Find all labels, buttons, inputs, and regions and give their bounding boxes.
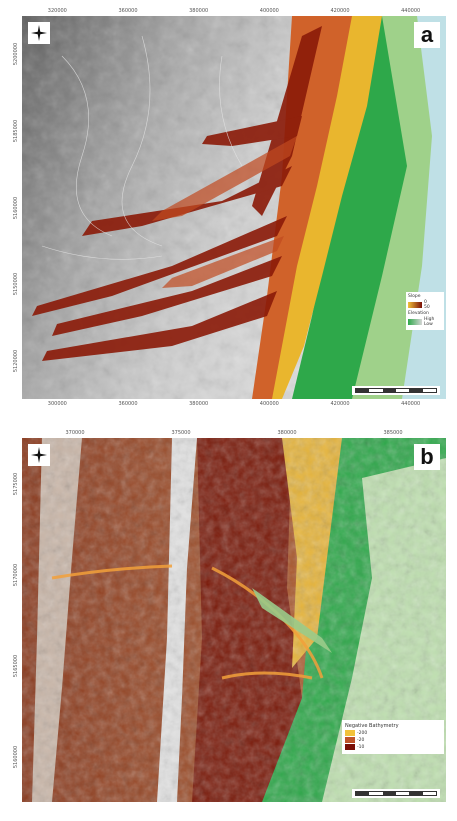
relief-map-a [22, 16, 446, 399]
legend-b-title: Negative Bathymetry [345, 723, 399, 729]
tick-label-bottom: 400000 [259, 401, 279, 407]
map-panel-b: b Negative Bathymetry -200 -20 -10 37000… [13, 430, 446, 802]
legend-b-swatch [345, 737, 355, 743]
tick-label-left: 5200000 [13, 43, 19, 66]
tick-label-bottom: 380000 [189, 401, 209, 407]
legend-b-item: -10 [357, 744, 365, 750]
legend-a-item: High [424, 317, 435, 322]
legend-a-swatch-elev [408, 319, 422, 325]
tick-label-left: 5150000 [13, 272, 19, 296]
tick-label-top: 380000 [189, 8, 209, 14]
legend-a-section-title: Slope [408, 294, 421, 299]
tick-label-bottom: 420000 [330, 401, 350, 407]
tick-label-left: 5170000 [13, 563, 19, 586]
tick-label-left: 5160000 [13, 745, 19, 768]
tick-label-top: 400000 [259, 8, 279, 14]
tick-label-top: 370000 [65, 430, 85, 436]
north-arrow-icon [28, 444, 50, 466]
tick-label-top: 320000 [47, 8, 67, 14]
tick-label-left: 5185000 [13, 119, 19, 143]
legend-a-swatch-slope [408, 302, 422, 308]
legend-b-swatch [345, 730, 355, 736]
legend-a-section-title: Elevation [408, 311, 429, 316]
tick-label-left: 5165000 [13, 654, 19, 677]
legend-b: Negative Bathymetry -200 -20 -10 [342, 720, 444, 754]
tick-label-left: 5175000 [13, 472, 19, 495]
tick-label-top: 385000 [383, 430, 403, 436]
panel-label-a: a [414, 22, 440, 48]
tick-label-top: 360000 [118, 8, 138, 14]
legend-a: Slope 0 50 Elevation High Low [406, 292, 444, 330]
legend-b-item: -200 [357, 730, 368, 736]
legend-a-item: Low [424, 322, 433, 327]
tick-label-bottom: 360000 [118, 401, 138, 407]
north-arrow-icon [28, 22, 50, 44]
tick-label-top: 380000 [277, 430, 297, 436]
tick-label-top: 420000 [330, 8, 350, 14]
legend-a-item: 50 [424, 305, 430, 310]
legend-b-swatch [345, 744, 355, 750]
legend-a-item: 0 [424, 300, 427, 305]
panel-label-b: b [414, 444, 440, 470]
tick-label-left: 5160000 [13, 196, 19, 219]
scale-bar-b [352, 789, 440, 798]
tick-label-top: 440000 [401, 8, 421, 14]
tick-label-left: 5120000 [13, 349, 19, 372]
tick-label-bottom: 440000 [401, 401, 421, 407]
map-panel-a: a Slope 0 50 Elevation High Low 320000 36… [13, 8, 446, 407]
tick-label-bottom: 300000 [47, 401, 67, 407]
legend-b-item: -20 [357, 737, 365, 743]
scale-bar-a [352, 386, 440, 395]
tick-label-top: 375000 [171, 430, 191, 436]
